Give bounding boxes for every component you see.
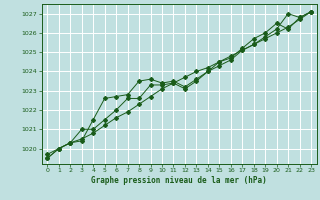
X-axis label: Graphe pression niveau de la mer (hPa): Graphe pression niveau de la mer (hPa) (91, 176, 267, 185)
